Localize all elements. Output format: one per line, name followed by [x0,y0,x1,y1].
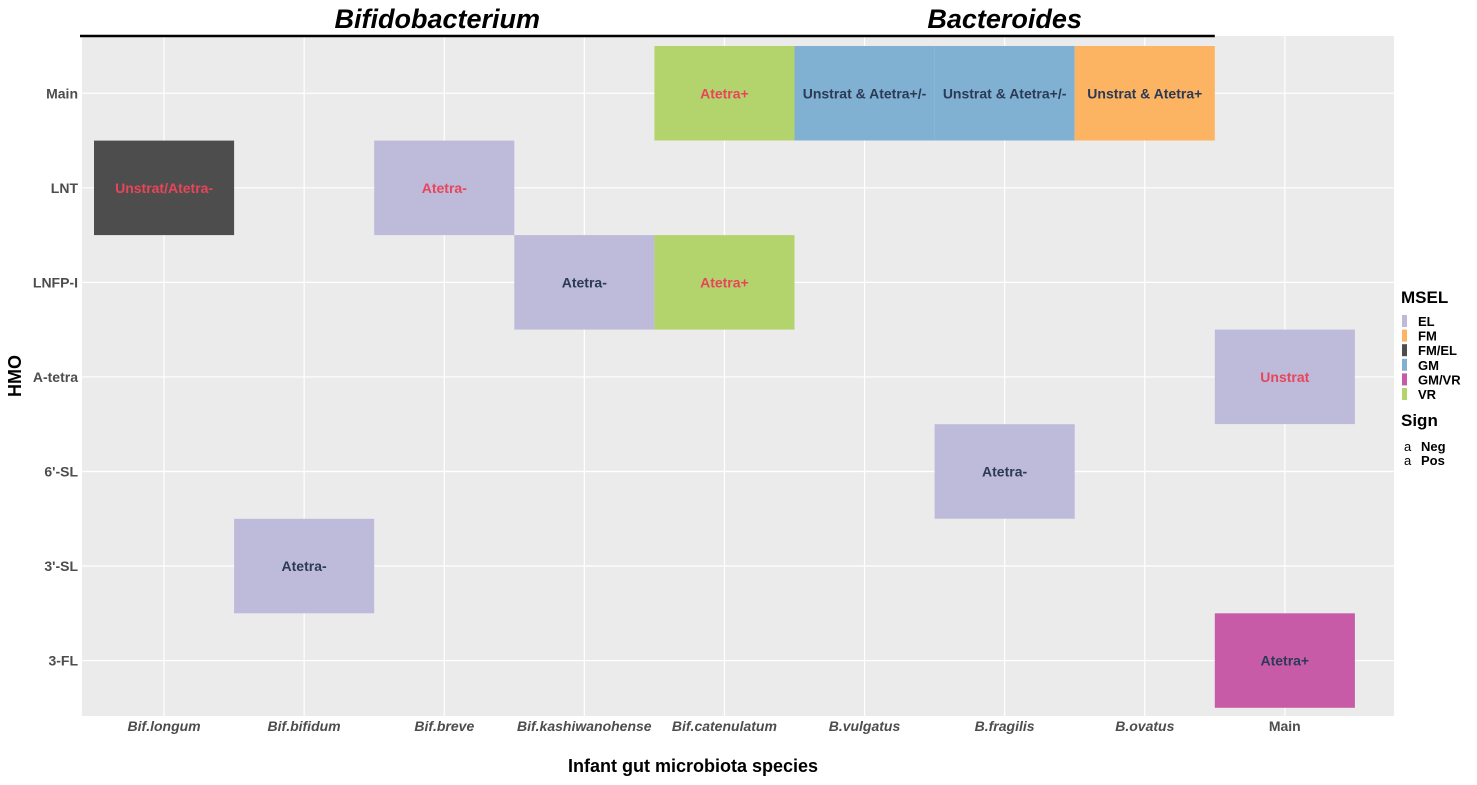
x-tick-bif-longum: Bif.longum [128,718,201,734]
x-tick-main: Main [1269,718,1301,734]
y-tick-3-sl: 3'-SL [44,558,78,574]
y-tick-lnt: LNT [51,180,79,196]
legend-key-el [1402,315,1407,327]
legend-glyph-neg: a [1404,439,1412,454]
legend-title-sign: Sign [1401,411,1438,430]
tile-label-bif-catenulatum-lnfp-i: Atetra+ [700,274,749,290]
y-tick-main: Main [46,85,78,101]
x-tick-bif-bifidum: Bif.bifidum [268,718,341,734]
tile-label-bif-kashiwanohense-lnfp-i: Atetra- [562,274,607,290]
legend-label-el: EL [1418,314,1435,329]
x-tick-b-fragilis: B.fragilis [975,718,1035,734]
legend-label-vr: VR [1418,387,1437,402]
x-tick-bif-kashiwanohense: Bif.kashiwanohense [517,718,652,734]
y-axis-title: HMO [5,355,25,397]
y-tick-6-sl: 6'-SL [44,464,78,480]
group-title-bifidobacterium: Bifidobacterium [334,4,540,34]
tile-bif-catenulatum-main [654,46,795,141]
legend-key-fm-el [1402,344,1407,357]
legend-label-fm-el: FM/EL [1418,343,1457,358]
tile-label-bif-bifidum-3-sl: Atetra- [282,558,327,574]
tile-label-b-vulgatus-main: Unstrat & Atetra+/- [803,85,927,101]
group-title-bacteroides: Bacteroides [927,4,1082,34]
legend-label-fm: FM [1418,329,1437,344]
tile-label-bif-breve-lnt: Atetra- [422,180,467,196]
tile-label-main-a-tetra: Unstrat [1260,369,1309,385]
tile-bif-kashiwanohense-lnfp-i [514,235,655,330]
tile-b-vulgatus-main [794,46,935,141]
y-tick-3-fl: 3-FL [48,653,78,669]
tile-label-b-fragilis-6-sl: Atetra- [982,464,1027,480]
tile-label-b-ovatus-main: Unstrat & Atetra+ [1087,85,1202,101]
legend-label-neg: Neg [1421,439,1446,454]
tile-bif-longum-lnt [94,140,235,236]
legend-glyph-pos: a [1404,453,1412,468]
legend-key-gm [1402,358,1407,371]
y-tick-lnfp-i: LNFP-I [33,274,78,290]
x-tick-b-ovatus: B.ovatus [1115,718,1174,734]
tile-main-a-tetra [1214,329,1355,425]
legend-key-gm-vr [1402,373,1407,386]
x-axis-title: Infant gut microbiota species [568,756,818,776]
legend-title-msel: MSEL [1401,288,1448,307]
tile-main-3-fl [1214,613,1355,708]
y-tick-a-tetra: A-tetra [33,369,78,385]
legend-label-gm-vr: GM/VR [1418,372,1461,387]
x-tick-b-vulgatus: B.vulgatus [829,718,901,734]
tile-b-fragilis-main [934,46,1075,141]
legend-label-gm: GM [1418,358,1439,373]
tile-label-b-fragilis-main: Unstrat & Atetra+/- [943,85,1067,101]
tile-b-ovatus-main [1074,46,1215,141]
tile-b-fragilis-6-sl [934,424,1075,519]
tile-label-bif-catenulatum-main: Atetra+ [700,85,749,101]
legend-key-fm [1402,329,1407,342]
x-tick-bif-catenulatum: Bif.catenulatum [672,718,777,734]
tile-label-main-3-fl: Atetra+ [1260,653,1309,669]
x-tick-bif-breve: Bif.breve [414,718,474,734]
tile-bif-catenulatum-lnfp-i [654,235,795,330]
legend-key-vr [1402,388,1407,400]
tile-bif-breve-lnt [374,140,515,236]
tile-bif-bifidum-3-sl [234,518,375,614]
tile-label-bif-longum-lnt: Unstrat/Atetra- [115,180,213,196]
legend-label-pos: Pos [1421,453,1445,468]
